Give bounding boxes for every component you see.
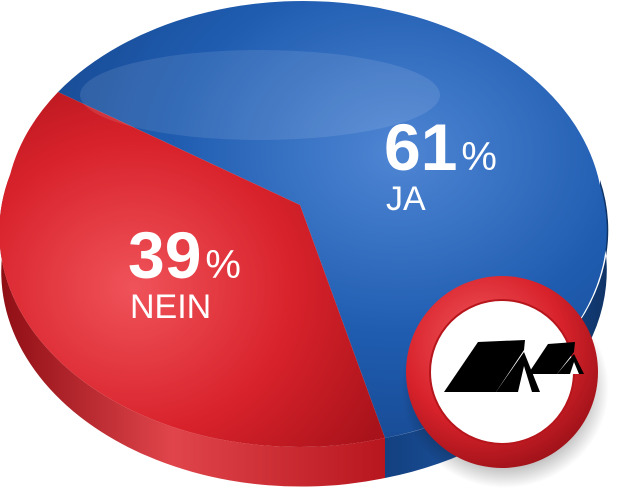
tents-icon — [444, 340, 584, 392]
ja-label: JA — [386, 180, 426, 218]
nein-percentage: 39% — [128, 218, 241, 292]
nein-label: NEIN — [130, 288, 211, 326]
ja-percentage: 61% — [384, 110, 497, 184]
pie-slice-nein-side — [0, 175, 385, 487]
no-camping-badge — [401, 276, 609, 488]
pie-slice-nein — [0, 92, 385, 447]
